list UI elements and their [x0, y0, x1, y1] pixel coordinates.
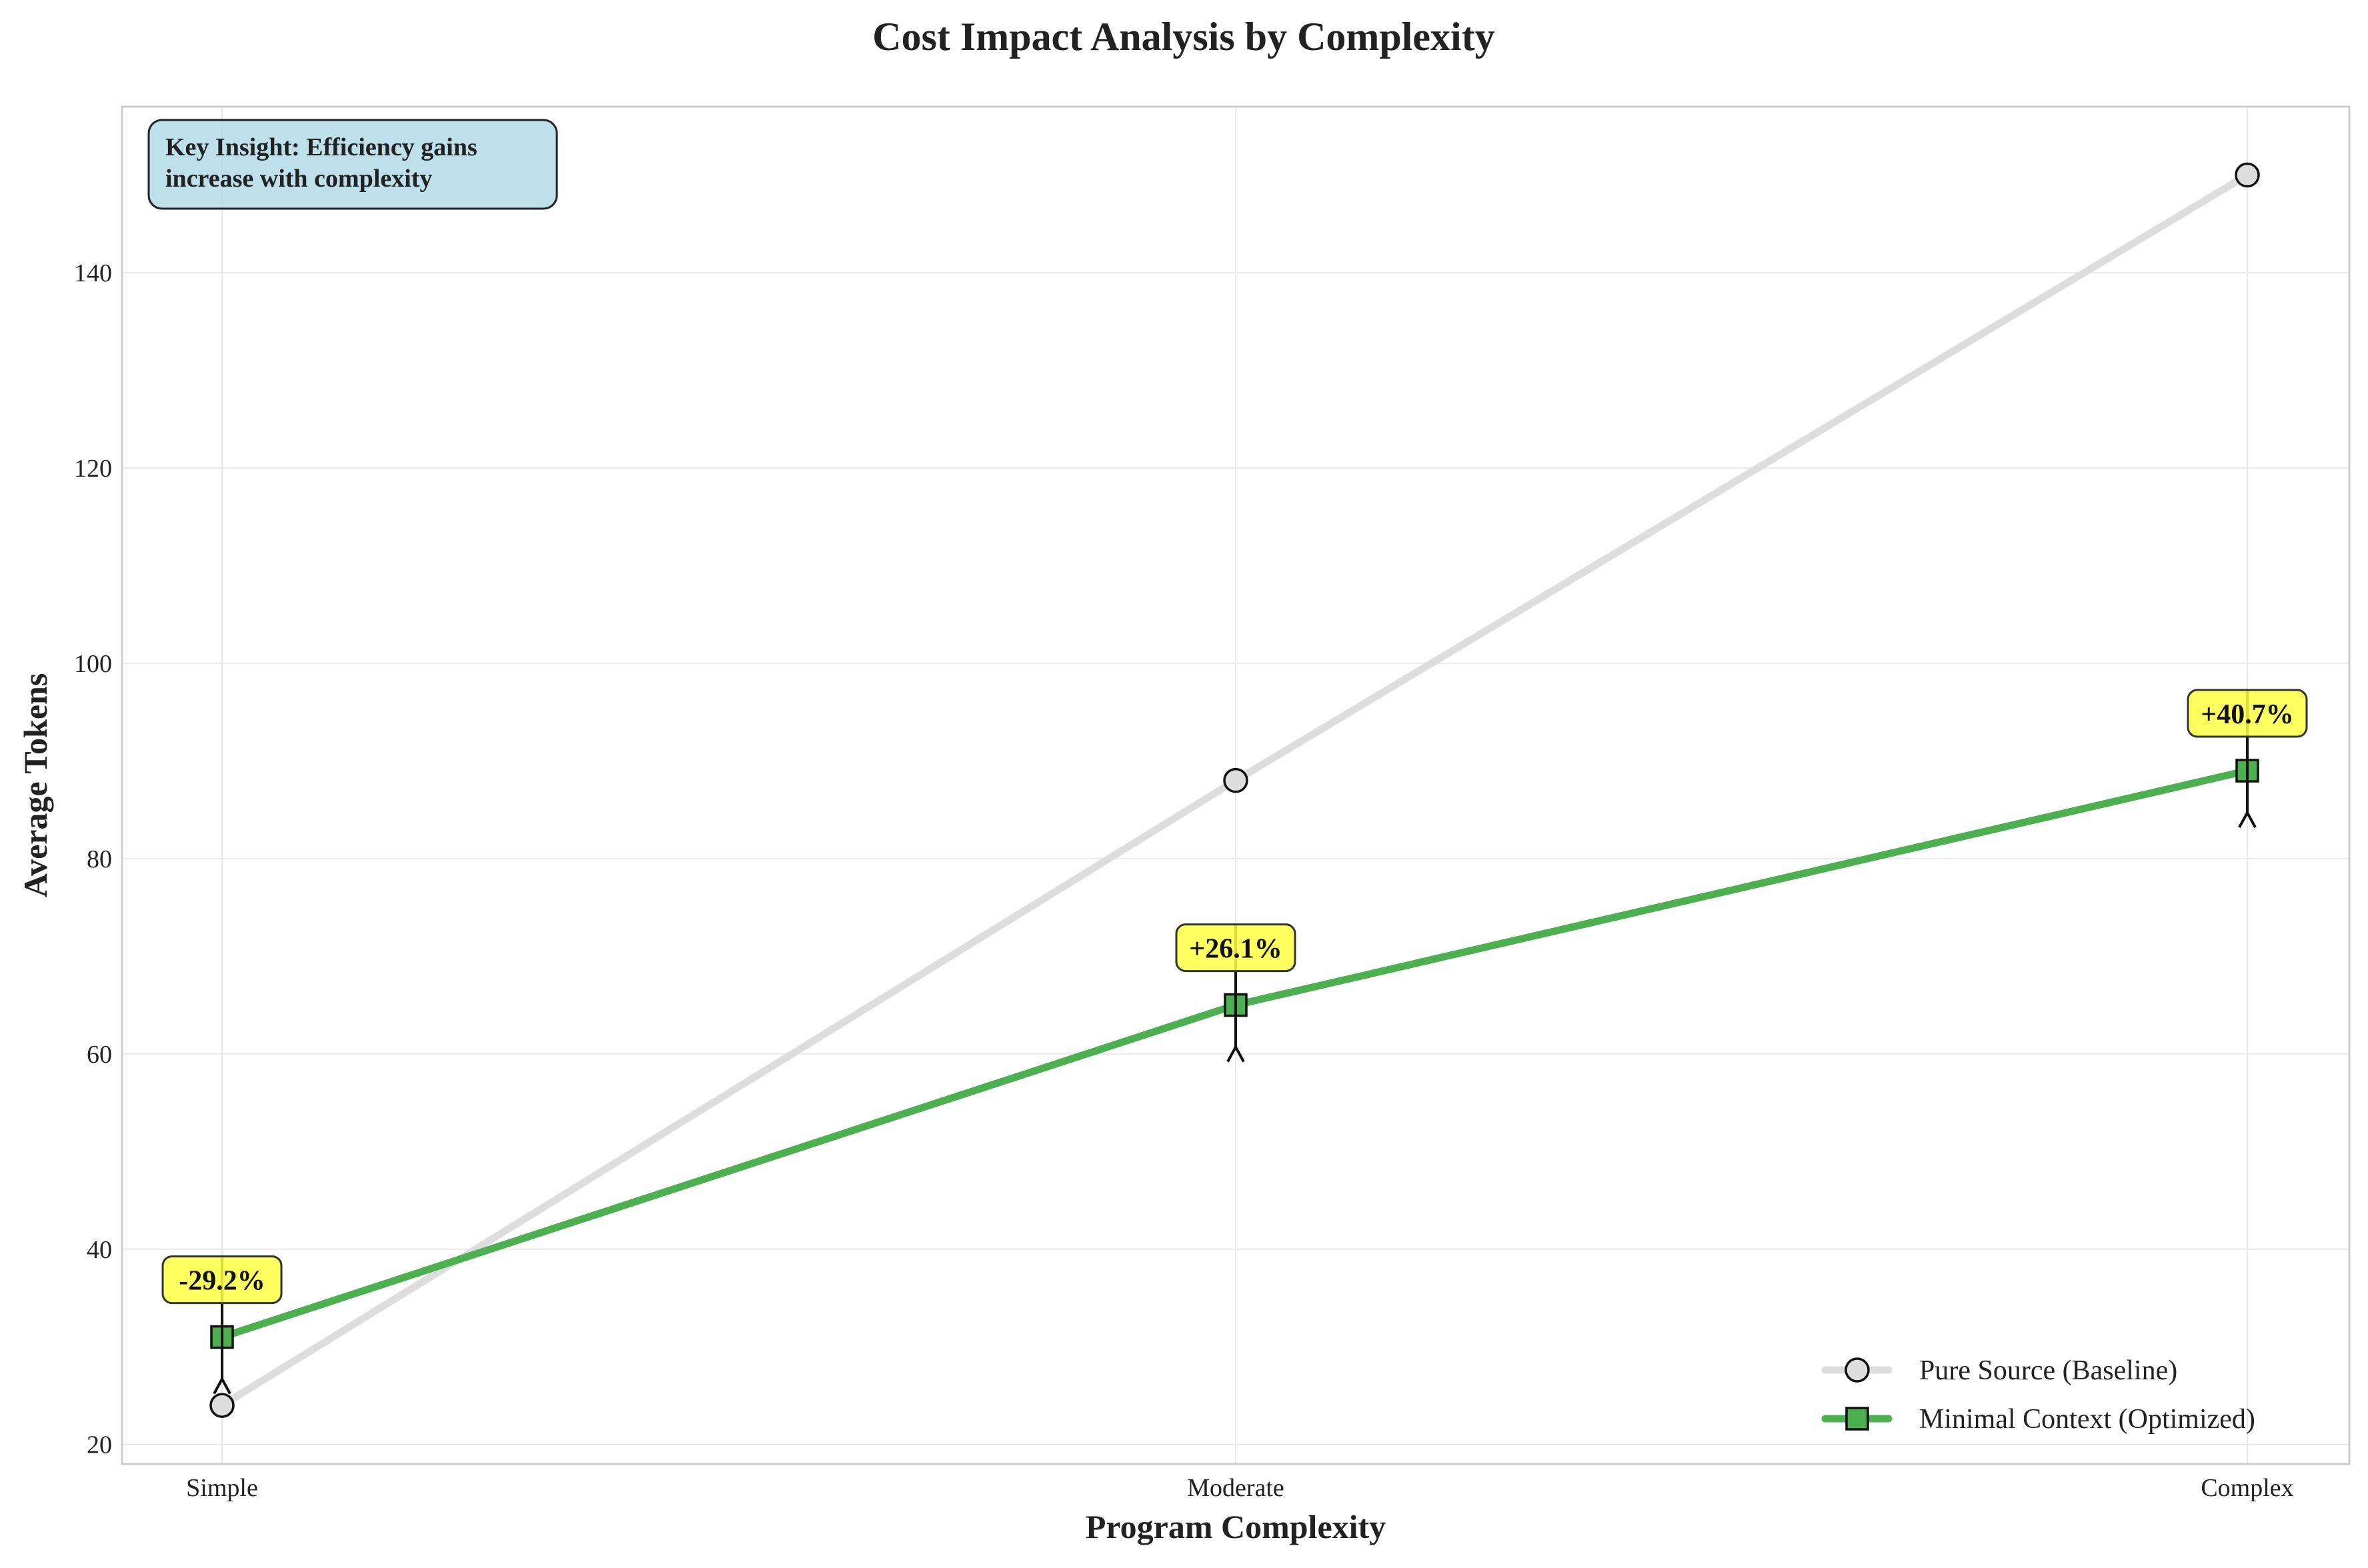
x-axis-ticks: Simple Moderate Complex — [186, 1474, 2294, 1502]
y-tick-label: 140 — [74, 259, 112, 287]
annotations-layer: -29.2% +26.1% +40.7% — [161, 689, 2308, 1395]
legend-label: Minimal Context (Optimized) — [1919, 1404, 2255, 1435]
x-axis-label: Program Complexity — [1086, 1508, 1386, 1545]
annotation-label: +40.7% — [2201, 699, 2293, 730]
annotation-box — [161, 1255, 283, 1305]
y-tick-label: 120 — [74, 455, 112, 483]
annotation-arrow-head — [213, 1376, 231, 1395]
chart-title: Cost Impact Analysis by Complexity — [872, 15, 1494, 59]
y-tick-label: 40 — [87, 1236, 112, 1264]
legend-swatch-marker — [1845, 1357, 1870, 1383]
data-point-circle — [2235, 162, 2260, 188]
legend-swatch-marker — [1845, 1407, 1869, 1431]
insight-box: Key Insight: Efficiency gains increase w… — [147, 119, 558, 210]
legend-label: Pure Source (Baseline) — [1919, 1355, 2177, 1386]
insight-line-1: Key Insight: Efficiency gains — [165, 133, 477, 161]
x-tick-label: Complex — [2201, 1474, 2293, 1502]
insight-line-2: increase with complexity — [165, 165, 432, 193]
annotation-label: +26.1% — [1189, 934, 1282, 965]
annotation-arrow-head — [2238, 809, 2257, 828]
x-tick-label: Moderate — [1187, 1474, 1284, 1502]
data-point-circle — [209, 1393, 235, 1418]
y-tick-label: 20 — [87, 1431, 112, 1459]
x-tick-label: Simple — [186, 1474, 258, 1502]
annotation-arrow-head — [1226, 1044, 1245, 1063]
annotation-box — [2187, 689, 2308, 738]
insight-box-background — [147, 119, 558, 210]
annotation-box — [1175, 923, 1296, 973]
y-tick-label: 80 — [87, 845, 112, 873]
y-axis-label: Average Tokens — [17, 673, 54, 898]
y-tick-label: 100 — [74, 650, 112, 678]
legend: Pure Source (Baseline) Minimal Context (O… — [1821, 1355, 2255, 1435]
annotation-label: -29.2% — [179, 1266, 265, 1297]
y-axis-ticks: 20 40 60 80 100 120 140 — [74, 259, 112, 1459]
data-point-circle — [1223, 767, 1248, 793]
plot-frame — [121, 105, 2351, 1465]
y-tick-label: 60 — [87, 1041, 112, 1069]
series-layer — [209, 162, 2260, 1418]
